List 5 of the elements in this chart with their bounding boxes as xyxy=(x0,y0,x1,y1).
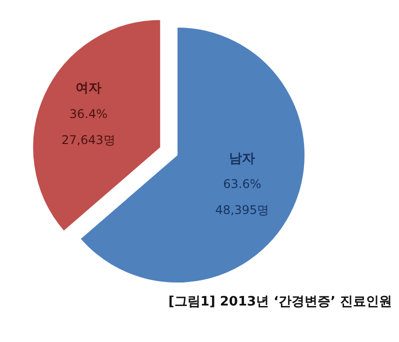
slice-label: 남자 xyxy=(229,151,256,166)
slice-label: 여자 xyxy=(75,81,102,96)
data-label: 36.4% 27,643명 xyxy=(61,106,116,147)
data-label: 63.6% 48,395명 xyxy=(215,177,270,218)
text: [그림1] 2013년 ‘간경변증’ 진료인원 xyxy=(168,294,392,310)
